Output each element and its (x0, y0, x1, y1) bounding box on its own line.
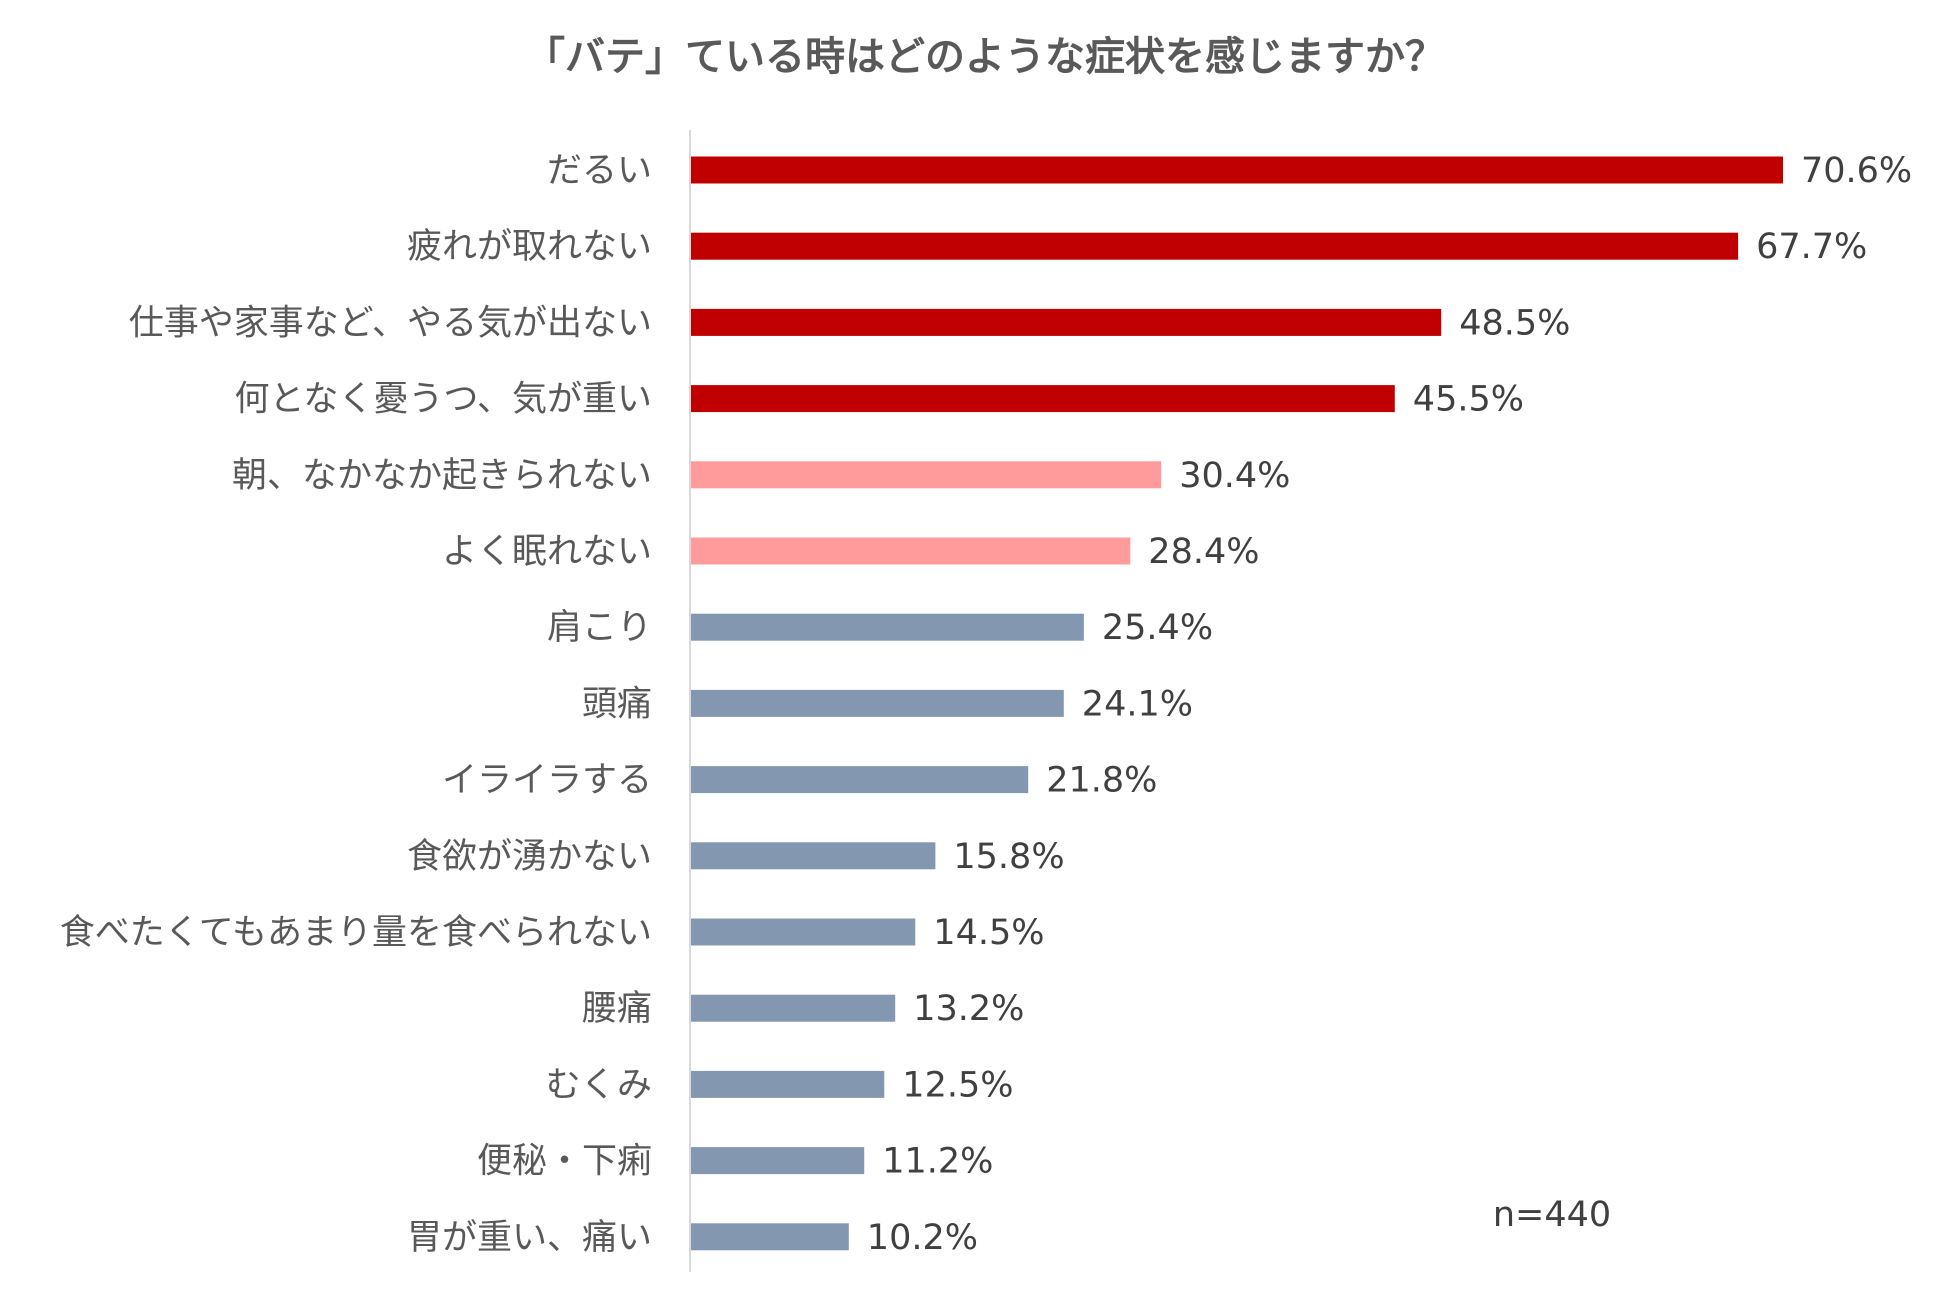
category-label: 頭痛 (582, 684, 652, 724)
bar (691, 461, 1162, 489)
value-label: 11.2% (882, 1142, 993, 1182)
category-label: むくみ (546, 1065, 652, 1105)
value-label: 48.5% (1459, 303, 1570, 343)
value-label: 10.2% (867, 1218, 978, 1258)
category-label: 腰痛 (582, 989, 652, 1029)
value-label: 14.5% (933, 913, 1044, 953)
category-label: だるい (547, 151, 652, 191)
value-label: 70.6% (1801, 151, 1912, 191)
category-label: 肩こり (547, 608, 652, 648)
bar (691, 766, 1029, 794)
category-label: 便秘・下痢 (477, 1142, 652, 1182)
bar (691, 308, 1442, 336)
category-label: イライラする (442, 761, 652, 801)
bar (691, 689, 1064, 717)
category-label: 朝、なかなか起きられない (232, 456, 652, 496)
value-label: 13.2% (913, 989, 1024, 1029)
category-label: 食べたくてもあまり量を食べられない (60, 913, 652, 953)
value-label: 25.4% (1102, 608, 1213, 648)
bar (691, 385, 1395, 413)
category-label: 仕事や家事など、やる気が出ない (129, 303, 652, 343)
bar (691, 1223, 849, 1251)
category-label: 食欲が湧かない (407, 837, 652, 877)
category-label: 疲れが取れない (407, 227, 652, 267)
category-label: よく眠れない (442, 532, 652, 572)
bar (691, 918, 916, 946)
chart-title: 「バテ」ている時はどのような症状を感じますか？ (525, 34, 1445, 80)
value-label: 21.8% (1046, 761, 1157, 801)
value-label: 15.8% (953, 837, 1064, 877)
value-label: 28.4% (1148, 532, 1259, 572)
bar (691, 1070, 885, 1098)
bar (691, 994, 896, 1022)
bars-group: だるい 70.6% 疲れが取れない 67.7% 仕事や家事など、やる気が出ない 48.5%… (60, 151, 1912, 1258)
value-label: 67.7% (1756, 227, 1867, 267)
bar (691, 613, 1084, 641)
value-label: 24.1% (1082, 684, 1193, 724)
value-label: 45.5% (1413, 380, 1524, 420)
bar (691, 537, 1131, 565)
value-label: 30.4% (1179, 456, 1290, 496)
category-label: 何となく憂うつ、気が重い (234, 380, 652, 420)
bar (691, 232, 1739, 260)
sample-size-note: n=440 (1493, 1195, 1611, 1235)
bar (691, 1147, 865, 1175)
bar (691, 842, 936, 870)
category-label: 胃が重い、痛い (407, 1218, 652, 1258)
value-label: 12.5% (902, 1065, 1013, 1105)
bar (691, 156, 1783, 184)
